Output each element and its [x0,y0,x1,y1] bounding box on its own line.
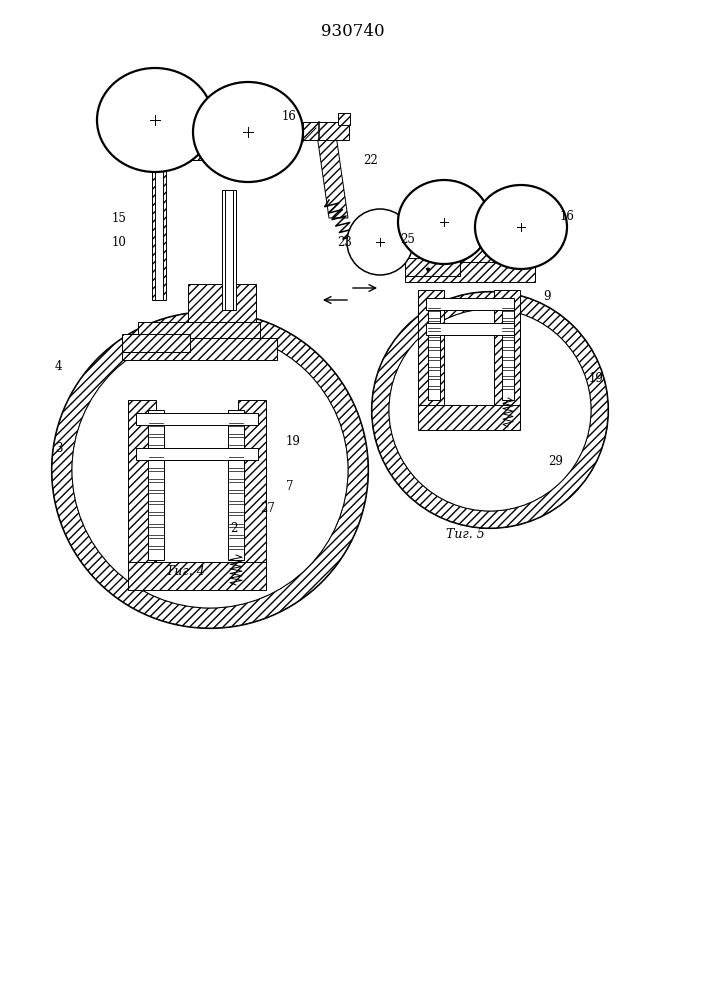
Bar [405,262,535,282]
Bar [188,284,256,322]
Bar [494,290,520,410]
Bar [148,410,164,560]
Polygon shape [316,128,348,218]
Text: 7: 7 [286,480,293,493]
Bar [426,298,514,310]
Text: 16: 16 [282,110,297,123]
Bar [165,140,211,160]
Bar [155,140,163,300]
Text: 4: 4 [55,360,62,373]
Bar [418,405,520,430]
Bar [502,300,514,400]
Text: 19: 19 [589,372,604,385]
Bar [228,410,244,560]
Bar [225,190,233,310]
Text: 3: 3 [55,442,62,455]
Bar [152,140,166,300]
Circle shape [347,209,413,275]
Wedge shape [52,312,368,628]
Bar [303,122,349,140]
Ellipse shape [193,82,303,182]
Text: 27: 27 [260,502,275,515]
Text: 10: 10 [112,236,127,249]
Circle shape [72,332,348,608]
Bar [418,290,444,410]
Bar [148,127,228,145]
Text: 15: 15 [112,212,127,225]
Text: 19: 19 [286,435,301,448]
Bar [128,400,156,570]
Bar [222,190,236,310]
Bar [136,448,258,460]
Bar [428,300,440,400]
Ellipse shape [398,180,490,264]
Text: 22: 22 [363,154,378,167]
Bar [138,322,260,338]
Bar [496,202,508,232]
Bar [122,334,190,352]
Circle shape [52,312,368,628]
Bar [418,247,522,262]
Bar [499,202,505,232]
Wedge shape [372,292,608,528]
Text: 25: 25 [400,233,415,246]
Bar [422,202,434,232]
Bar [476,212,526,247]
Text: 930740: 930740 [321,23,385,40]
Text: 2: 2 [230,522,238,535]
Text: 23: 23 [337,236,352,249]
Bar [426,323,514,335]
Bar [425,202,431,232]
Bar [338,113,350,125]
Ellipse shape [475,185,567,269]
Text: 16: 16 [560,210,575,223]
Text: Τиг. 5: Τиг. 5 [445,528,484,541]
Bar [122,338,277,360]
Bar [136,413,258,425]
Bar [238,400,266,570]
Circle shape [389,309,591,511]
Bar [128,562,266,590]
Text: Τиг. 4: Τиг. 4 [165,565,204,578]
Bar [405,258,460,276]
Text: 29: 29 [548,455,563,468]
Circle shape [372,292,608,528]
Ellipse shape [97,68,213,172]
Text: 9: 9 [543,290,551,303]
